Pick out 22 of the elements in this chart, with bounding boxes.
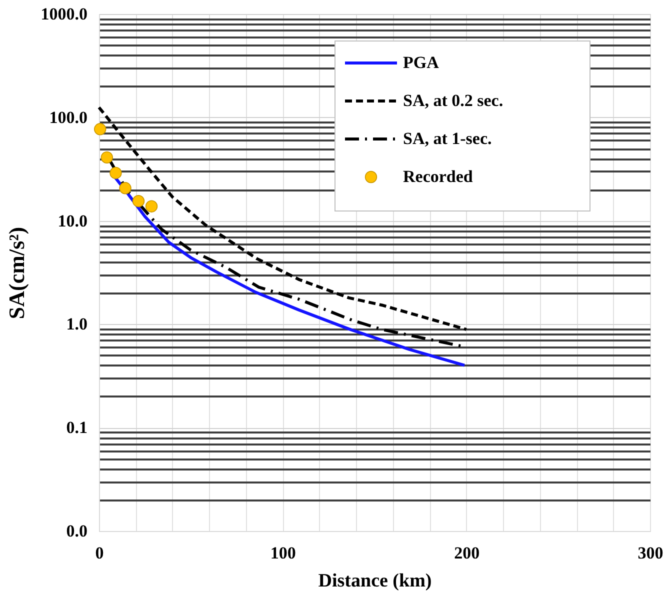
x-tick-label: 0 xyxy=(95,544,104,562)
y-tick-label: 1000.0 xyxy=(40,4,88,24)
point xyxy=(110,166,122,180)
x-axis-title: Distance (km) xyxy=(318,570,432,592)
point xyxy=(119,182,132,194)
point xyxy=(94,123,106,136)
y-axis-title: SA(cm/s²) xyxy=(4,226,29,320)
point xyxy=(145,200,158,212)
point xyxy=(132,195,145,208)
point xyxy=(100,151,113,164)
y-tick-label: 0.1 xyxy=(66,418,88,438)
legend-label: Recorded xyxy=(403,167,474,186)
legend-label: SA, at 0.2 sec. xyxy=(403,91,504,110)
y-tick-label: 1.0 xyxy=(66,314,88,334)
y-tick-label: 100.0 xyxy=(49,108,88,127)
y-tick-label: 10.0 xyxy=(58,211,88,230)
legend-label: SA, at 1-sec. xyxy=(403,129,492,148)
x-tick-label: 200 xyxy=(454,544,480,562)
x-tick-label: 300 xyxy=(638,544,664,562)
y-tick-label: 0.0 xyxy=(66,522,88,540)
legend-label: PGA xyxy=(403,53,440,72)
x-tick-label: 100 xyxy=(270,544,296,562)
